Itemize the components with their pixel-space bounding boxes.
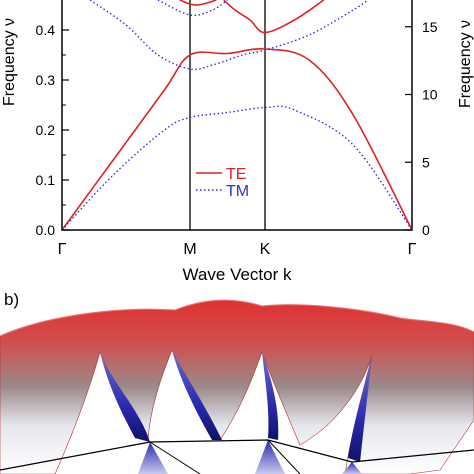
right-tick-label: 5: [422, 154, 430, 170]
x-tick-label: Γ: [408, 241, 417, 258]
right-tick-label: 15: [422, 19, 438, 35]
left-tick-label: 0.0: [36, 222, 56, 238]
x-tick-label: Γ: [58, 241, 67, 258]
lower-cone-center: [255, 440, 285, 474]
lower-cone-right: [342, 462, 362, 474]
tm-band-3-line: [157, 0, 228, 17]
legend-te-label: TE: [226, 166, 246, 183]
cone-left: [100, 352, 150, 442]
te-band-2-line: [179, 0, 217, 6]
te-band-1-line: [62, 48, 412, 230]
series-layer: [62, 0, 412, 230]
right-tick-label: 10: [422, 87, 438, 103]
left-tick-label: 0.3: [36, 72, 56, 88]
left-tick-label: 0.4: [36, 22, 56, 38]
surface-panel: b): [0, 290, 474, 474]
left-tick-label: 0.1: [36, 172, 56, 188]
brillouin-zone-inner: [149, 439, 301, 474]
right-tick-label: 0: [422, 222, 430, 238]
cone-center-left: [172, 350, 222, 440]
x-tick-label: M: [183, 241, 196, 258]
lower-cone-left: [138, 442, 168, 474]
tm-band-2-line: [89, 0, 369, 71]
left-axis-ticks: 0.0 0.1 0.2 0.3 0.4: [36, 22, 69, 238]
surface-ridge: [0, 299, 474, 337]
panel-label-b: b): [4, 290, 19, 309]
plot-frame: [61, 0, 413, 231]
x-axis-label: Wave Vector k: [183, 265, 292, 284]
legend: TE TM: [196, 166, 249, 200]
y-axis-label-right: Frequency ν: [457, 20, 474, 108]
left-tick-label: 0.2: [36, 122, 56, 138]
y-axis-label-left: Frequency ν: [1, 18, 18, 106]
te-band-3-line: [223, 0, 325, 34]
right-axis-ticks: 0 5 10 15: [405, 19, 438, 238]
x-tick-label: K: [260, 241, 271, 258]
upper-band-surface: [0, 299, 474, 474]
legend-tm-label: TM: [226, 183, 249, 200]
cone-right: [348, 356, 372, 462]
cone-center-right: [262, 352, 279, 440]
